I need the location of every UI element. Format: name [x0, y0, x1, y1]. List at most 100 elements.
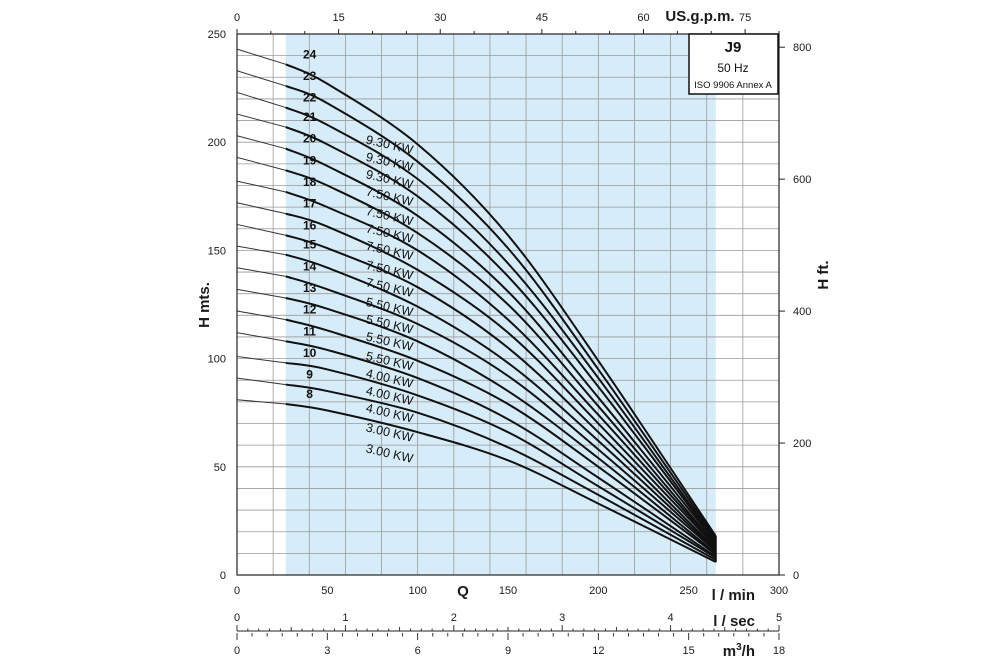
stage-label: 22 [303, 91, 317, 105]
top-tick-label: 60 [637, 12, 649, 24]
legend-box: J9 50 Hz ISO 9906 Annex A [688, 33, 779, 95]
pump-curve [285, 147, 717, 544]
y-left-tick-label: 250 [208, 29, 226, 41]
curve-extension [236, 377, 286, 386]
m3h-unit-base: m [723, 643, 736, 660]
lsec-tick-label: 2 [451, 612, 457, 624]
operating-range-band [285, 34, 716, 575]
y-left-tick-label: 0 [220, 570, 226, 582]
curve-extension [236, 399, 286, 405]
lsec-unit-label: l / sec [713, 613, 755, 630]
curves [236, 48, 717, 563]
pump-curve [285, 85, 717, 539]
y-right-tick-label: 200 [793, 438, 811, 450]
y-left-tick-label: 100 [208, 354, 226, 366]
stage-label: 23 [303, 69, 317, 83]
pump-curve [285, 169, 717, 546]
pump-curve [285, 191, 717, 547]
m3h-tick-label: 9 [505, 645, 511, 657]
curve-extension [236, 180, 286, 193]
curve-extension [236, 355, 286, 364]
lsec-tick-label: 5 [776, 612, 782, 624]
top-tick-label: 0 [234, 12, 240, 24]
m3h-unit-label: m3/h [723, 642, 755, 660]
stage-label: 20 [303, 132, 317, 146]
m3h-tick-label: 15 [683, 645, 695, 657]
model-label: J9 [725, 39, 742, 56]
stage-label: 21 [303, 110, 317, 124]
x-tick-label: 0 [234, 585, 240, 597]
m3h-tick-label: 12 [592, 645, 604, 657]
x-tick-label: 250 [679, 585, 697, 597]
lsec-tick-label: 0 [234, 612, 240, 624]
stage-label: 16 [303, 218, 317, 232]
pump-curve [285, 106, 717, 541]
stage-label: 14 [303, 259, 317, 273]
stage-label: 24 [303, 47, 317, 61]
standard-label: ISO 9906 Annex A [694, 80, 772, 91]
lsec-tick-label: 3 [559, 612, 565, 624]
m3h-tick-label: 0 [234, 645, 240, 657]
m3h-unit-tail: /h [742, 643, 755, 660]
y-left-tick-label: 150 [208, 245, 226, 257]
m3h-tick-label: 18 [773, 645, 785, 657]
y-left-tick-label: 50 [214, 462, 226, 474]
x-tick-label: 150 [499, 585, 517, 597]
lsec-tick-label: 4 [668, 612, 674, 624]
curve-extension [236, 332, 286, 342]
pump-curve [285, 403, 717, 563]
frequency-label: 50 Hz [717, 61, 748, 75]
curve-extension [236, 113, 286, 128]
pump-curve [285, 253, 717, 551]
curve-extension [236, 48, 286, 65]
left-axis-title: H mts. [196, 282, 213, 328]
operating-range [285, 34, 716, 575]
top-tick-label: 15 [333, 12, 345, 24]
m3h-unit-sup: 3 [736, 642, 742, 653]
curve-extension [236, 156, 286, 171]
top-tick-label: 30 [434, 12, 446, 24]
lpm-unit-label: l / min [712, 587, 755, 604]
x-tick-label: 300 [770, 585, 788, 597]
stage-labels: 24 23 22 21 20 19 18 17 16 15 14 13 12 11 10 9 8 [303, 47, 317, 401]
pump-curve [285, 126, 717, 543]
pump-curve [285, 63, 717, 537]
curve-extension [236, 70, 286, 87]
stage-label: 11 [303, 324, 316, 338]
m3h-tick-label: 6 [415, 645, 421, 657]
top-tick-label: 75 [739, 12, 751, 24]
y-left-tick-label: 200 [208, 137, 226, 149]
legend-frame [688, 33, 779, 95]
y-right-tick-label: 400 [793, 306, 811, 318]
curve-extension [236, 202, 286, 215]
stage-label: 17 [303, 197, 317, 211]
y-right-tick-label: 600 [793, 174, 811, 186]
stage-label: 13 [303, 281, 317, 295]
curve-extension [236, 135, 286, 150]
stage-label: 19 [303, 153, 317, 167]
y-right-tick-label: 0 [793, 570, 799, 582]
pump-curve [285, 297, 717, 555]
curve-extension [236, 267, 286, 277]
stage-label: 18 [303, 175, 317, 189]
lsec-tick-label: 1 [342, 612, 348, 624]
top-axis-title: US.g.p.m. [665, 8, 734, 25]
axes: 0 50 100 150 200 250 3000501001502002500200400… [208, 12, 812, 657]
curve-extension [236, 288, 286, 299]
pump-curve [285, 212, 717, 548]
stage-label: 12 [303, 303, 317, 317]
pump-curve [285, 383, 717, 561]
x-tick-label: 100 [408, 585, 426, 597]
pump-curve [285, 361, 717, 559]
curve-extension [236, 245, 286, 256]
y-right-tick-label: 800 [793, 42, 811, 54]
x-tick-label: 50 [321, 585, 333, 597]
stage-label: 9 [306, 368, 313, 382]
flow-axis-title: Q [457, 583, 469, 600]
stage-label: 8 [306, 387, 313, 401]
curve-extension [236, 310, 286, 321]
x-tick-label: 200 [589, 585, 607, 597]
pump-curve [285, 340, 717, 558]
top-tick-label: 45 [536, 12, 548, 24]
